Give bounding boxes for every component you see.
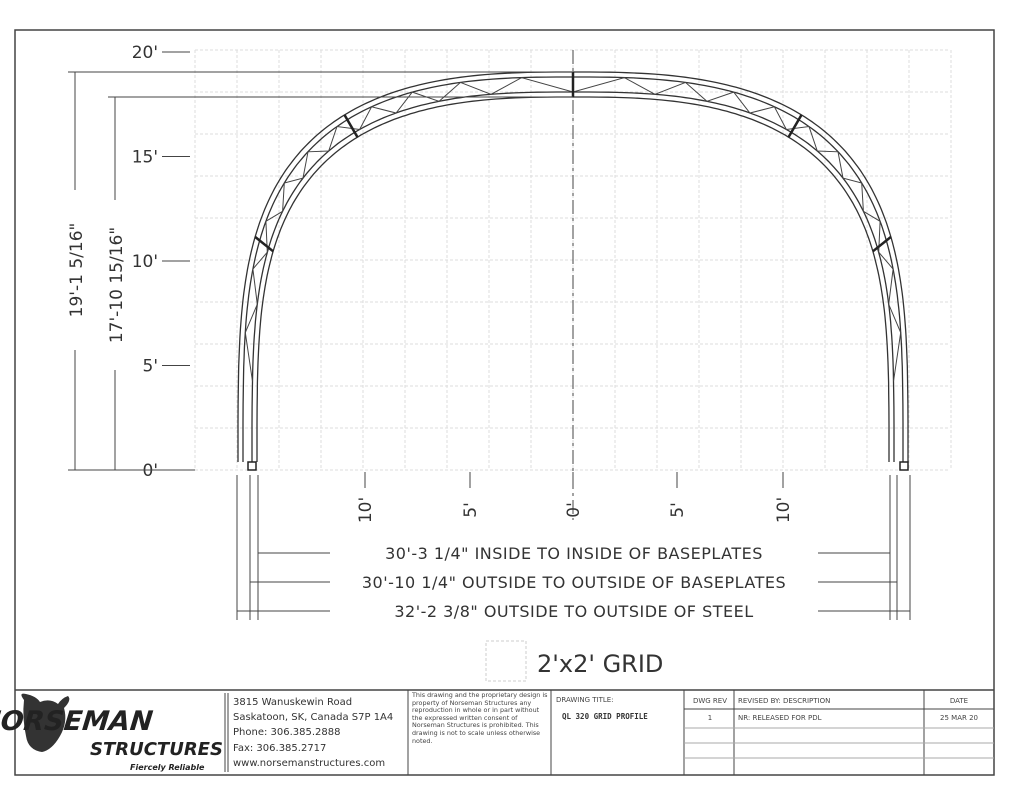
address-line-2: Saskatoon, SK, Canada S7P 1A4 (233, 712, 394, 723)
drawing-title-label: DRAWING TITLE: (556, 696, 614, 704)
dim-outside-baseplates: 30'-10 1/4" OUTSIDE TO OUTSIDE OF BASEPL… (362, 573, 786, 592)
disclaimer: This drawing and the proprietary design … (412, 691, 548, 745)
baseplate (247, 461, 257, 471)
dim-outside-steel: 32'-2 3/8" OUTSIDE TO OUTSIDE OF STEEL (394, 602, 753, 621)
splice-plate (872, 235, 892, 253)
norseman-logo: NORSEMAN STRUCTURES Fiercely Reliable (0, 693, 223, 772)
x-axis-label: 5' (668, 502, 688, 518)
grid-legend-label: 2'x2' GRID (537, 650, 663, 678)
baseplate (899, 461, 909, 471)
date-header: DATE (949, 697, 969, 705)
splice-plate (343, 114, 359, 138)
fax: Fax: 306.385.2717 (233, 743, 327, 754)
dim-inside-baseplates: 30'-3 1/4" INSIDE TO INSIDE OF BASEPLATE… (385, 544, 763, 563)
svg-text:Fiercely Reliable: Fiercely Reliable (130, 763, 205, 772)
y-axis-label: 10' (132, 252, 158, 272)
viking-head-icon (21, 693, 70, 752)
y-axis-label: 15' (132, 148, 158, 168)
x-axis-label: 10' (356, 497, 376, 523)
splice-plate (787, 114, 803, 138)
y-axis-label: 5' (143, 357, 159, 377)
desc-header: REVISED BY: DESCRIPTION (738, 697, 831, 705)
grid-legend-swatch (485, 640, 527, 682)
drawing-title: QL 320 GRID PROFILE (562, 712, 648, 721)
splice-plate (254, 235, 274, 253)
dim-mask (330, 572, 818, 592)
drawing-border (14, 29, 995, 776)
address-line-1: 3815 Wanuskewin Road (233, 697, 353, 708)
y-axis-label: 0' (143, 461, 159, 481)
dim-mask (330, 601, 818, 621)
y-axis-label: 20' (132, 43, 158, 63)
x-axis-label: 10' (774, 497, 794, 523)
svg-text:NORSEMAN: NORSEMAN (0, 706, 155, 737)
x-axis-label: 0' (564, 502, 584, 518)
dim-mask (330, 543, 818, 563)
svg-text:STRUCTURES: STRUCTURES (90, 739, 223, 760)
rev-header: DWG REV (692, 697, 728, 705)
revision-date: 25 MAR 20 (940, 714, 978, 722)
website-link[interactable]: www.norsemanstructures.com (233, 758, 386, 769)
revision-description: NR: RELEASED FOR PDL (738, 714, 822, 722)
revision-number: 1 (707, 714, 713, 722)
phone: Phone: 306.385.2888 (233, 727, 341, 738)
inner-height-dim: 17'-10 15/16" (107, 227, 127, 343)
dim-mask (62, 190, 88, 350)
dim-mask (102, 200, 128, 370)
x-axis-label: 5' (461, 502, 481, 518)
outer-height-dim: 19'-1 5/16" (67, 223, 87, 318)
